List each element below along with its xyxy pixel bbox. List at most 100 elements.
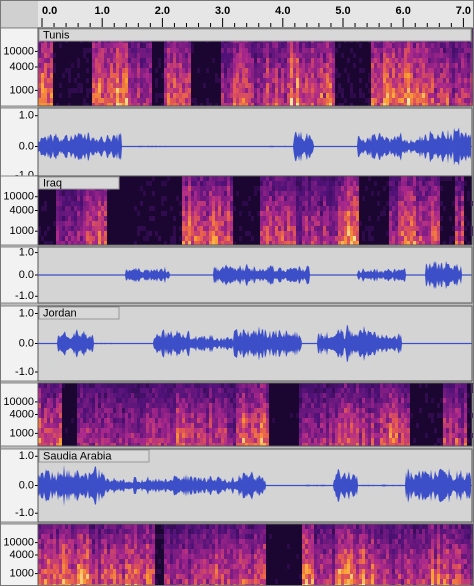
spectrogram-cell xyxy=(176,68,179,73)
spectrogram-cell xyxy=(38,544,41,549)
spectrogram-cell xyxy=(404,78,407,83)
spectrogram-cell xyxy=(140,78,143,83)
spectrogram-cell xyxy=(440,53,443,58)
spectrogram-cell xyxy=(77,428,80,433)
spectrogram-cell xyxy=(377,43,380,48)
spectrogram-cell xyxy=(263,216,266,221)
spectrogram-cell xyxy=(143,403,146,408)
spectrogram-cell xyxy=(299,53,302,58)
spectrogram-cell xyxy=(299,186,302,191)
spectrogram-cell xyxy=(395,418,398,423)
spectrogram-cell xyxy=(302,43,305,48)
spectrogram-cell xyxy=(167,383,170,388)
spectrogram-cell xyxy=(434,83,437,88)
spectrogram-cell xyxy=(275,241,278,245)
spectrogram-cell xyxy=(398,403,401,408)
spectrogram-cell xyxy=(86,428,89,433)
spectrogram-cell xyxy=(245,58,248,63)
spectrogram-cell xyxy=(59,216,62,221)
spectrogram-cell xyxy=(290,98,293,103)
spectrogram-cell xyxy=(428,58,431,63)
spectrogram-cell xyxy=(269,83,272,88)
spectrogram-cell xyxy=(62,544,65,549)
spectrogram-cell xyxy=(176,48,179,53)
spectrogram-cell xyxy=(416,98,419,103)
spectrogram-cell xyxy=(263,418,266,423)
spectrogram-cell xyxy=(416,88,419,93)
spectrogram-cell xyxy=(374,388,377,393)
spectrogram-cell xyxy=(455,428,458,433)
spectrogram-cell xyxy=(293,93,296,98)
spectrogram-cell xyxy=(104,68,107,73)
spectrogram-cell xyxy=(314,211,317,216)
spectrogram-cell xyxy=(44,103,47,106)
spectrogram-cell xyxy=(311,241,314,245)
spectrogram-cell xyxy=(104,241,107,245)
spectrogram-cell xyxy=(200,181,203,186)
spectrogram-cell xyxy=(191,231,194,236)
spectrogram-cell xyxy=(80,433,83,438)
spectrogram-cell xyxy=(224,196,227,201)
spectrogram-cell xyxy=(215,181,218,186)
spectrogram-cell xyxy=(368,433,371,438)
spectrogram-cell xyxy=(149,53,152,58)
spectrogram-cell xyxy=(56,221,59,226)
spectrogram-cell xyxy=(311,418,314,423)
spectrogram-cell xyxy=(221,206,224,211)
spectrogram-cell xyxy=(215,236,218,241)
spectrogram-cell xyxy=(116,98,119,103)
spectrogram-cell xyxy=(314,241,317,245)
spectrogram-cell xyxy=(311,383,314,388)
spectrogram-cell xyxy=(125,73,128,78)
spectrogram-cell xyxy=(47,88,50,93)
spectrogram-cell xyxy=(359,398,362,403)
spectrogram-cell xyxy=(362,408,365,413)
spectrogram-cell xyxy=(251,398,254,403)
spectrogram-cell xyxy=(314,408,317,413)
spectrogram-cell xyxy=(434,88,437,93)
spectrogram-cell xyxy=(44,433,47,438)
track-label-box xyxy=(38,28,472,42)
spectrogram-cell xyxy=(383,413,386,418)
spectrogram-cell xyxy=(308,241,311,245)
spectrogram-cell xyxy=(233,63,236,68)
spectrogram-cell xyxy=(176,413,179,418)
spectrogram-cell xyxy=(308,181,311,186)
spectrogram-cell xyxy=(38,413,41,418)
spectrogram-cell xyxy=(347,191,350,196)
spectrogram-cell xyxy=(80,83,83,88)
spectrogram-cell xyxy=(65,549,68,554)
spectrogram-cell xyxy=(335,403,338,408)
spectrogram-cell xyxy=(434,216,437,221)
spectrogram-cell xyxy=(284,78,287,83)
spectrogram-cell xyxy=(44,428,47,433)
spectrogram-cell xyxy=(284,181,287,186)
spectrogram-cell xyxy=(386,393,389,398)
spectrogram-cell xyxy=(323,78,326,83)
spectrogram-cell xyxy=(347,443,350,446)
spectrogram-cell xyxy=(362,433,365,438)
spectrogram-cell xyxy=(227,176,230,181)
spectrogram-cell xyxy=(254,418,257,423)
spectrogram-cell xyxy=(110,73,113,78)
spectrogram-cell xyxy=(92,383,95,388)
spectrogram-cell xyxy=(164,196,167,201)
spectrogram-cell xyxy=(455,433,458,438)
spectrogram-cell xyxy=(125,388,128,393)
spectrogram-cell xyxy=(116,438,119,443)
spectrogram-cell xyxy=(359,418,362,423)
spectrogram-cell xyxy=(302,226,305,231)
spectrogram-cell xyxy=(446,403,449,408)
spectrogram-cell xyxy=(197,408,200,413)
spectrogram-cell xyxy=(425,201,428,206)
spectrogram-cell xyxy=(317,388,320,393)
spectrogram-cell xyxy=(209,241,212,245)
spectrogram-cell xyxy=(212,403,215,408)
spectrogram-cell xyxy=(449,383,452,388)
spectrogram-cell xyxy=(77,73,80,78)
spectrogram-cell xyxy=(104,53,107,58)
spectrogram-cell xyxy=(320,438,323,443)
spectrogram-cell xyxy=(122,438,125,443)
spectrogram-cell xyxy=(338,231,341,236)
timeline-corner xyxy=(0,0,38,27)
